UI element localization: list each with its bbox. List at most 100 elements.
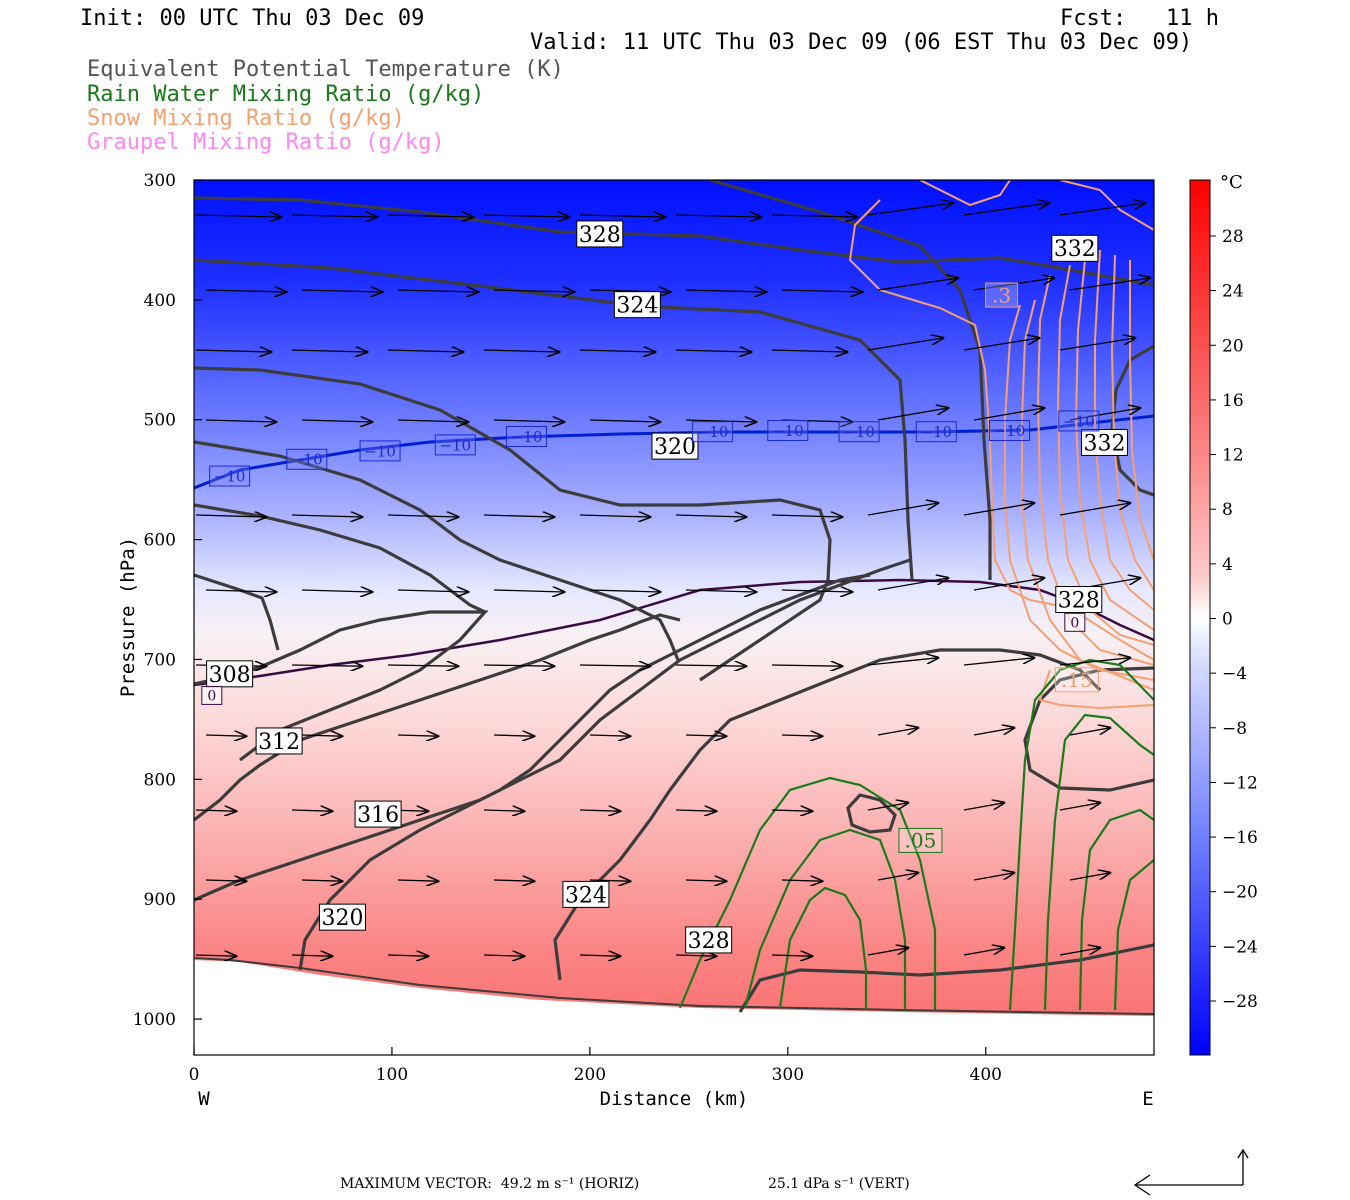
wind-vector <box>1059 503 1130 516</box>
wind-vector <box>589 590 660 592</box>
wind-vector <box>675 215 761 217</box>
theta-e-label-text: 312 <box>258 730 300 755</box>
wind-vector <box>963 503 1034 516</box>
wind-vector <box>291 215 377 217</box>
wind-vector <box>685 290 766 292</box>
wind-vector <box>387 215 473 217</box>
zero-isotherm-label: 0 <box>1064 612 1086 632</box>
wind-vector <box>397 420 468 422</box>
isotherm-label-text: −10 <box>214 467 246 485</box>
wind-vector <box>387 665 458 666</box>
isotherm-label-text: −10 <box>291 451 323 469</box>
wind-vector <box>589 880 630 881</box>
wind-vector <box>205 420 276 422</box>
wind-vector <box>1059 338 1135 351</box>
theta-e-label-text: 324 <box>565 883 607 908</box>
wind-vector <box>771 215 857 217</box>
y-tick-label: 600 <box>144 531 176 551</box>
wind-vector <box>301 880 342 881</box>
zero-isotherm-label-text: 0 <box>1070 615 1079 631</box>
wind-vector <box>963 203 1049 216</box>
field-title-graupel: Graupel Mixing Ratio (g/kg) <box>87 130 445 155</box>
y-tick-label: 800 <box>144 770 176 790</box>
wind-vector <box>771 810 812 811</box>
x-tick-label: 300 <box>772 1065 804 1085</box>
wind-vector <box>579 665 650 666</box>
isotherm-label: −10 <box>989 420 1031 442</box>
isotherm-label: −10 <box>767 420 809 442</box>
wind-vector <box>579 955 620 956</box>
mixing-ratio-label-text: .15 <box>1061 668 1093 692</box>
wind-vector <box>781 590 852 592</box>
wind-vector <box>973 408 1044 421</box>
y-tick-label: 500 <box>144 411 176 431</box>
wind-vector <box>483 665 554 666</box>
theta-e-label-text: 316 <box>357 803 399 828</box>
colorbar-tick-label: −12 <box>1222 773 1258 793</box>
wind-vector <box>301 735 342 736</box>
theta-e-label: 332 <box>1051 234 1099 262</box>
wind-vector <box>675 515 746 517</box>
wind-vector <box>493 735 534 736</box>
theta-e-label: 324 <box>562 880 610 908</box>
wind-vector <box>195 350 271 352</box>
theta-e-label: 320 <box>651 432 699 460</box>
x-axis-right-end: E <box>1142 1088 1153 1110</box>
y-tick-label: 300 <box>144 171 176 191</box>
isotherm-label-text: −10 <box>364 442 396 460</box>
wind-vector <box>205 735 246 736</box>
wind-vector <box>387 515 458 517</box>
wind-vector <box>867 203 953 216</box>
colorbar-tick-label: 4 <box>1222 555 1233 575</box>
zero-isotherm-label-text: 0 <box>207 688 216 704</box>
wind-vector <box>675 955 716 956</box>
mixing-ratio-label-text: .05 <box>905 829 937 853</box>
zero-isotherm-label: 0 <box>201 685 223 705</box>
wind-vector <box>291 955 332 956</box>
wind-vector <box>771 955 812 956</box>
wind-vector <box>675 810 716 811</box>
wind-vector <box>877 408 948 421</box>
wind-vector <box>1059 658 1130 666</box>
theta-e-label: 328 <box>685 926 733 954</box>
theta-e-label-text: 328 <box>688 929 730 954</box>
theta-e-label-text: 320 <box>654 435 696 460</box>
theta-e-label-text: 308 <box>209 663 251 688</box>
y-tick-label: 400 <box>144 291 176 311</box>
wind-vector <box>771 665 842 666</box>
wind-vector <box>867 503 938 516</box>
wind-vector <box>579 515 650 517</box>
theta-e-label: 328 <box>576 220 624 248</box>
colorbar-tick-label: −16 <box>1222 828 1258 848</box>
plot-frame <box>193 179 1155 1056</box>
wind-vector <box>1069 278 1150 291</box>
wind-vector <box>1059 203 1145 216</box>
mixing-ratio-label: .05 <box>898 827 943 853</box>
wind-vector <box>579 810 620 811</box>
theta-e-label-text: 332 <box>1054 237 1096 262</box>
mixing-ratio-label: .3 <box>985 282 1019 308</box>
isotherm-label: −10 <box>359 440 401 462</box>
mixing-ratio-label-text: .3 <box>992 283 1011 307</box>
wind-vector <box>483 810 524 811</box>
wind-vector <box>771 515 842 517</box>
colorbar-ticks: 28 24 20 16 12 8 4 0 −4 −8 −12 −16 −20 −24 −28 <box>1210 227 1258 1012</box>
wind-vector <box>291 515 362 517</box>
reference-vector-icon <box>1133 1148 1249 1196</box>
colorbar-tick-label: −20 <box>1222 883 1258 903</box>
wind-vector <box>963 338 1039 351</box>
wind-vector <box>867 658 938 666</box>
wind-vector <box>291 810 332 811</box>
theta-e-label-text: 324 <box>616 294 658 319</box>
isotherm-label-text: −10 <box>772 422 804 440</box>
wind-vector <box>877 728 918 736</box>
forecast-hour: Fcst: 11 h <box>1060 6 1219 31</box>
theta-e-label: 312 <box>255 727 303 755</box>
wind-vector <box>877 578 948 591</box>
wind-vector <box>963 803 1004 811</box>
isotherm-label: −10 <box>286 448 328 470</box>
theta-e-label-text: 328 <box>579 223 621 248</box>
x-axis-title: Distance (km) <box>600 1088 749 1110</box>
isotherm-label: −10 <box>1058 410 1100 432</box>
isotherm-label-text: −10 <box>697 423 729 441</box>
